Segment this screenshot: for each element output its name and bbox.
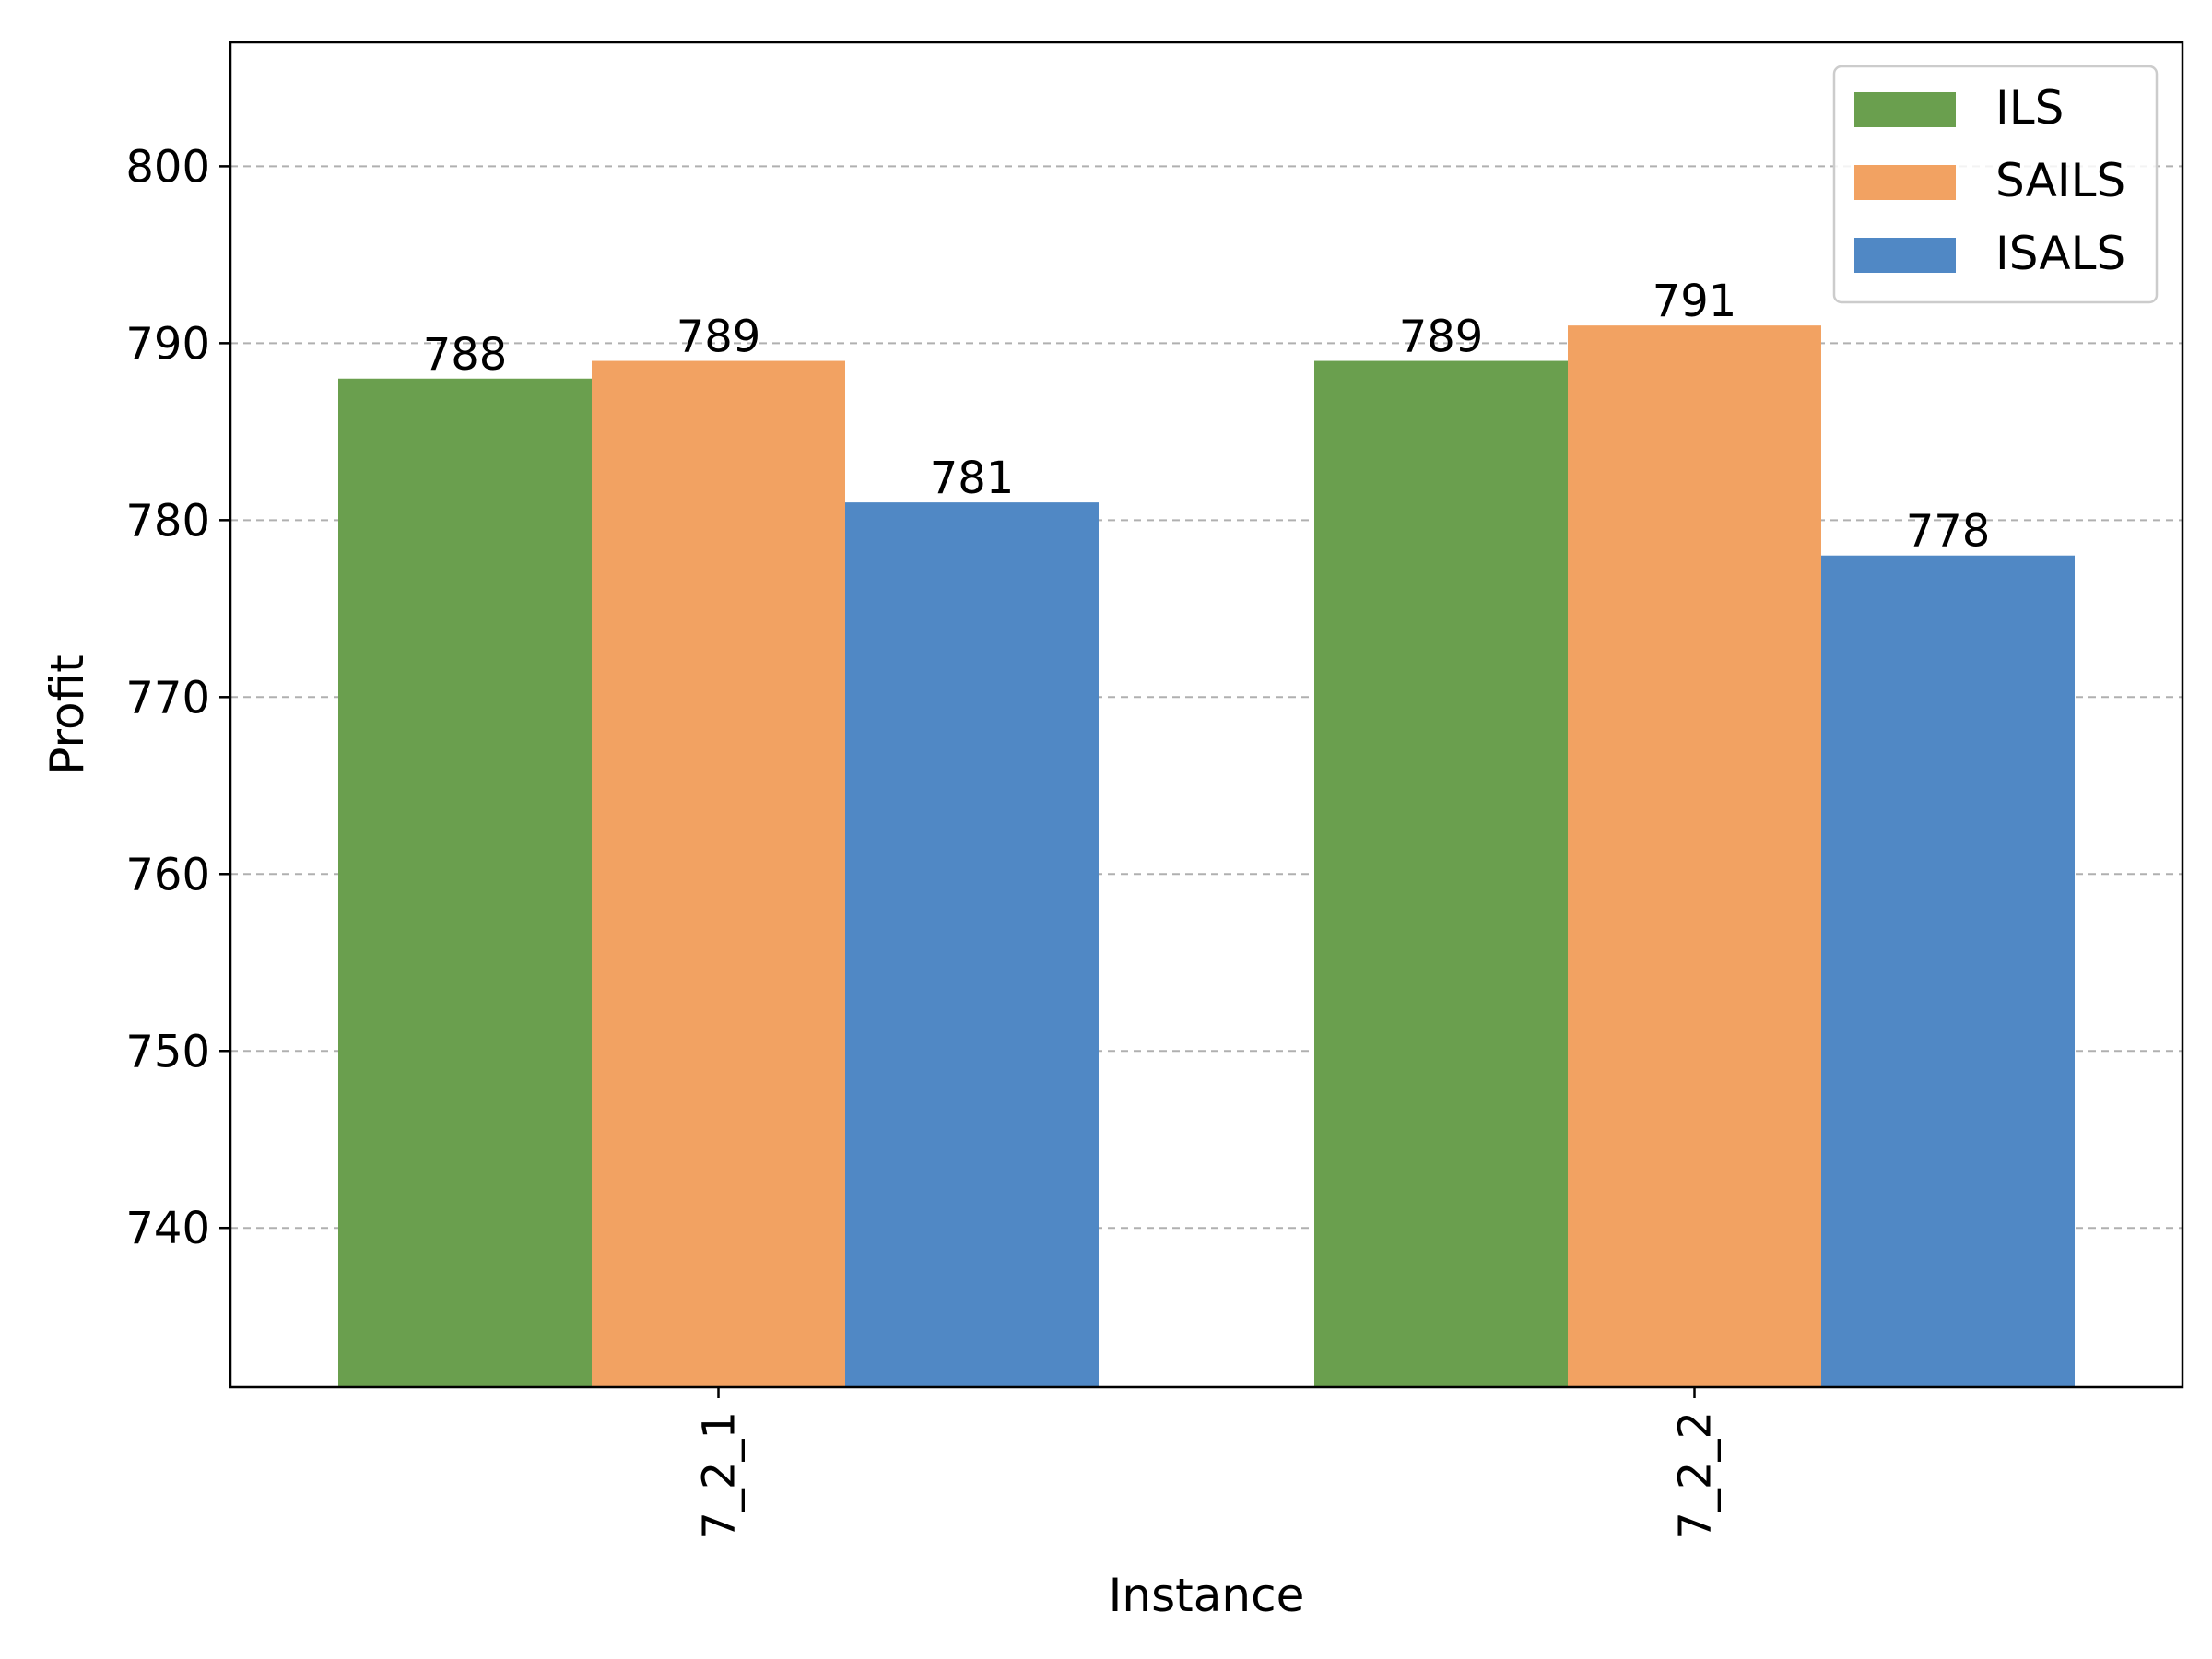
bar-value-label: 789 [1399, 312, 1484, 363]
x-tick-label: 7_2_1 [694, 1411, 746, 1540]
bar-value-label: 781 [930, 453, 1015, 504]
y-tick-label: 760 [125, 849, 210, 900]
legend-swatch-sails [1854, 165, 1956, 200]
legend-label-sails: SAILS [1995, 154, 2125, 207]
bar-value-label: 791 [1653, 276, 1737, 327]
y-axis-title: Profit [41, 654, 94, 774]
y-tick-label: 770 [125, 672, 210, 724]
y-tick-label: 800 [125, 141, 210, 193]
legend-label-ils: ILS [1995, 81, 2064, 135]
x-tick-label: 7_2_2 [1670, 1411, 1722, 1540]
y-axis-ticks: 740 750 760 770 780 790 800 [125, 141, 230, 1254]
legend: ILS SAILS ISALS [1832, 65, 2159, 304]
y-tick-label: 750 [125, 1026, 210, 1077]
legend-swatch-isals [1854, 238, 1956, 273]
bar-isals-7_2_2 [1821, 555, 2075, 1387]
x-axis-title: Instance [1109, 1569, 1305, 1622]
bar-sails-7_2_2 [1568, 325, 1821, 1387]
bars [338, 325, 2075, 1388]
bar-value-labels: 788 789 781 789 791 778 [423, 276, 1991, 558]
y-tick-label: 790 [125, 318, 210, 370]
bar-value-label: 789 [677, 312, 761, 363]
legend-swatch-ils [1854, 92, 1956, 127]
bar-isals-7_2_1 [845, 502, 1099, 1387]
bar-value-label: 778 [1906, 506, 1991, 558]
y-tick-label: 780 [125, 495, 210, 547]
bar-ils-7_2_1 [338, 378, 592, 1387]
bar-value-label: 788 [423, 329, 508, 381]
plot-frame [229, 41, 2184, 1389]
bar-sails-7_2_1 [592, 360, 845, 1388]
x-axis-ticks: 7_2_1 7_2_2 [694, 1387, 1722, 1540]
legend-label-isals: ISALS [1995, 227, 2125, 280]
y-tick-label: 740 [125, 1203, 210, 1254]
bar-ils-7_2_2 [1314, 360, 1568, 1388]
